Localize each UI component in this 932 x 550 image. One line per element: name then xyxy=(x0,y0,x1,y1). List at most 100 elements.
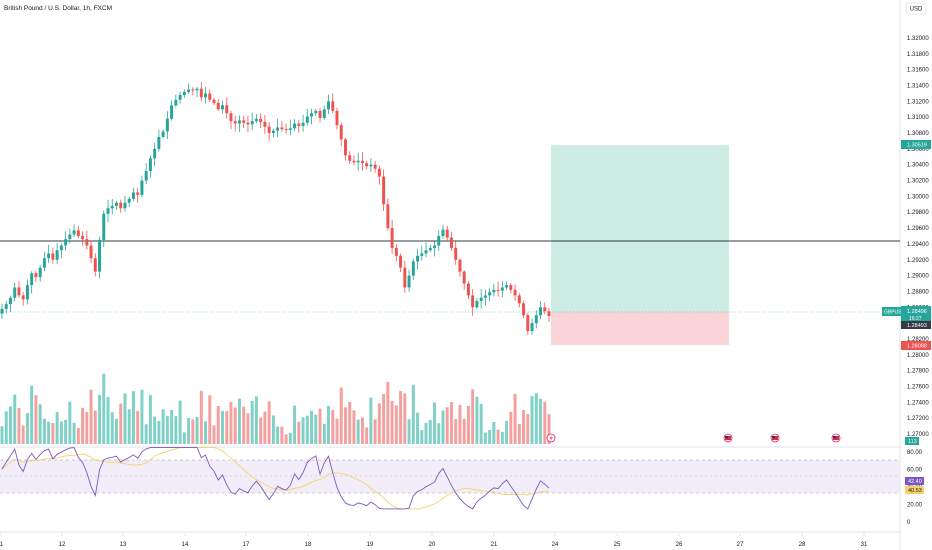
candle-body xyxy=(131,192,135,199)
price-tick-label: 1.27400 xyxy=(907,400,929,406)
candle-body xyxy=(411,261,415,276)
candle-body xyxy=(237,120,241,124)
candle-body xyxy=(115,202,118,206)
volume-bar xyxy=(225,410,229,444)
volume-bar xyxy=(382,393,386,444)
candle-body xyxy=(204,93,208,98)
lightning-icon[interactable] xyxy=(546,433,556,443)
candle-body xyxy=(539,307,543,316)
volume-bar xyxy=(276,426,280,444)
stop-loss-zone[interactable] xyxy=(551,312,729,345)
candle-body xyxy=(509,285,513,290)
volume-bar xyxy=(293,405,297,444)
volume-bar xyxy=(21,425,25,444)
volume-bar xyxy=(93,410,97,444)
candle-body xyxy=(433,245,436,248)
volume-bar xyxy=(522,409,526,444)
volume-bar xyxy=(369,397,373,444)
candle-body xyxy=(314,110,318,114)
time-tick-label: 12 xyxy=(59,542,66,548)
candle-body xyxy=(21,295,25,300)
candle-body xyxy=(276,127,280,131)
volume-bar xyxy=(178,400,182,444)
candle-body xyxy=(85,239,89,246)
volume-bar xyxy=(280,426,284,444)
volume-bar xyxy=(51,422,55,444)
candle-body xyxy=(305,116,309,123)
candle-body xyxy=(454,247,458,260)
volume-bar xyxy=(106,397,110,444)
target-price-badge xyxy=(901,140,931,149)
volume-bar xyxy=(59,421,63,444)
volume-bar xyxy=(250,400,254,444)
volume-bar xyxy=(182,432,186,444)
candle-body xyxy=(76,230,80,236)
volume-bar xyxy=(237,398,241,444)
volume-badge xyxy=(905,437,919,445)
candle-body xyxy=(68,234,72,240)
currency-button[interactable] xyxy=(905,2,927,15)
volume-bar xyxy=(165,416,169,444)
symbol-badge-text: GBPUSD xyxy=(884,310,906,316)
profit-target-zone[interactable] xyxy=(551,145,729,312)
us-flag-icon[interactable] xyxy=(831,433,841,443)
candle-body xyxy=(475,300,479,308)
volume-bar xyxy=(25,413,29,444)
time-tick-label: 31 xyxy=(861,542,868,548)
volume-bar xyxy=(131,391,135,444)
volume-bar xyxy=(229,401,233,444)
candle-body xyxy=(327,101,330,110)
candle-body xyxy=(55,250,59,260)
candle-body xyxy=(369,164,373,167)
candle-body xyxy=(208,93,212,100)
rsi-tick-label: 60.00 xyxy=(907,468,923,474)
stop-price-badge xyxy=(901,341,931,350)
candle-body xyxy=(424,250,428,254)
volume-bar xyxy=(242,406,246,444)
volume-bar xyxy=(352,410,356,444)
volume-bar xyxy=(17,408,21,444)
last-price-badge xyxy=(901,306,931,322)
time-axis[interactable]: 11 12 13 14 17 18 19 20 21 24 25 26 27 28 31 xyxy=(0,533,868,548)
candle-body xyxy=(382,176,386,205)
candle-body xyxy=(161,131,165,137)
volume-bar xyxy=(420,430,424,444)
candle-body xyxy=(191,89,195,91)
candle-body xyxy=(310,113,314,117)
candle-body xyxy=(343,139,347,156)
us-flag-icon[interactable] xyxy=(770,433,780,443)
volume-bar xyxy=(475,396,479,444)
volume-bar xyxy=(513,393,517,444)
price-tick-label: 1.29200 xyxy=(907,258,929,264)
candle-body xyxy=(165,118,169,132)
volume-bar xyxy=(263,411,267,444)
volume-bar xyxy=(208,395,212,444)
time-tick-label: 20 xyxy=(429,542,436,548)
candle-body xyxy=(178,95,182,100)
volume-badge-text: 113 xyxy=(908,439,917,445)
volume-bar xyxy=(89,389,93,444)
price-tick-label: 1.29600 xyxy=(907,226,929,232)
volume-bar xyxy=(305,415,309,444)
volume-bar xyxy=(267,401,271,444)
candles-group xyxy=(0,81,551,335)
candle-body xyxy=(42,258,46,268)
volume-bar xyxy=(517,423,521,444)
rsi-tick-label: 80.00 xyxy=(907,450,923,456)
volume-bar xyxy=(221,410,224,444)
price-tick-label: 1.31800 xyxy=(907,52,929,58)
candle-body xyxy=(199,88,203,98)
price-tick-label: 1.31200 xyxy=(907,99,929,105)
volume-bar xyxy=(335,418,339,444)
volume-bar xyxy=(174,416,178,444)
volume-bar xyxy=(170,410,174,444)
volume-bar xyxy=(360,417,364,444)
volume-bar xyxy=(534,393,538,444)
volume-bar xyxy=(449,402,453,444)
candle-body xyxy=(483,295,487,298)
candle-body xyxy=(428,247,432,251)
us-flag-icon[interactable] xyxy=(723,433,733,443)
candle-body xyxy=(216,102,220,110)
candle-body xyxy=(242,120,246,123)
